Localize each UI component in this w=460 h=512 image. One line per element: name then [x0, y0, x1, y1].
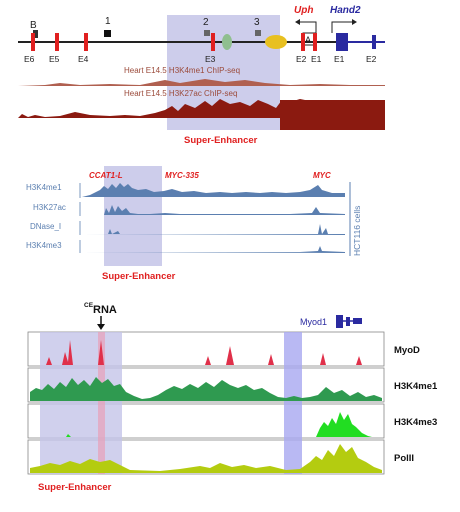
- track-h3k4me1-c: [30, 377, 382, 401]
- cerna-label-main: RNA: [93, 304, 117, 316]
- track-h3k4me1-heart: [18, 79, 385, 86]
- promoter-highlight: [284, 332, 302, 474]
- track-h3k27ac-heart-block: [280, 100, 385, 130]
- element-label-e6: E6: [24, 54, 35, 64]
- track-label-h3k4me3-c: H3K4me3: [394, 417, 437, 428]
- track-dnase-b: [82, 224, 345, 235]
- element-e6: [31, 33, 35, 51]
- gene-label-hand2: Hand2: [330, 5, 361, 16]
- cerna-arrow-icon: [97, 324, 105, 330]
- panel-a: B 1 2 3 A E6 E5 E4 E3 E2 E1 E1 E2 Uph H: [18, 5, 385, 146]
- element-e4: [84, 33, 88, 51]
- element-label-e5: E5: [49, 54, 60, 64]
- gene-label-uph: Uph: [294, 5, 313, 16]
- green-oval: [222, 34, 232, 50]
- marker-label-a: A: [305, 35, 311, 45]
- label-myc-335: MYC-335: [165, 171, 199, 180]
- track-label-polii: PolII: [394, 453, 414, 464]
- myod1-exon1: [336, 315, 343, 328]
- marker-label-1: 1: [105, 16, 111, 27]
- element-e2-uph: [301, 33, 305, 51]
- track-label-myod: MyoD: [394, 345, 420, 356]
- marker-label-b: B: [30, 20, 37, 31]
- track-label-h3k27ac-heart: Heart E14.5 H3K27ac ChIP-seq: [124, 89, 237, 98]
- super-enhancer-label-b: Super-Enhancer: [102, 271, 176, 282]
- cell-line-label: HCT116 cells: [352, 206, 362, 256]
- track-h3k4me3-c: [66, 412, 372, 437]
- element-label-e3: E3: [205, 54, 216, 64]
- marker-label-2: 2: [203, 17, 209, 28]
- track-label-h3k4me1-heart: Heart E14.5 H3K4me1 ChIP-seq: [124, 66, 240, 75]
- super-enhancer-region-c: [40, 332, 122, 474]
- track-label-h3k4me3-b: H3K4me3: [26, 241, 62, 250]
- label-ccat1: CCAT1-L: [89, 171, 123, 180]
- panel-b: CCAT1-L MYC-335 MYC H3K4me1 H3K27ac DNas…: [26, 166, 362, 282]
- element-label-e1: E1: [311, 54, 322, 64]
- hand2-exon1: [336, 33, 348, 51]
- track-label-h3k4me1-c: H3K4me1: [394, 381, 438, 392]
- track-label-h3k27ac-b: H3K27ac: [33, 203, 66, 212]
- cerna-label-sup: CE: [84, 302, 94, 309]
- super-enhancer-region-b: [104, 166, 162, 266]
- myod1-exon3: [353, 318, 362, 324]
- marker-3: [255, 30, 261, 36]
- uph-arrow-icon: [300, 21, 317, 33]
- cerna-highlight: [98, 332, 105, 474]
- track-h3k4me3-b: [82, 246, 345, 253]
- track-polii: [30, 444, 382, 473]
- yellow-oval: [265, 35, 287, 49]
- label-myc: MYC: [313, 171, 331, 180]
- marker-1: [104, 30, 111, 37]
- track-label-dnase-b: DNase_I: [30, 222, 61, 231]
- hand2-arrowhead-icon: [352, 19, 357, 25]
- panel-c: CE RNA Myod1 MyoD H3K4me1 H3K4me3 PolII …: [27, 302, 438, 493]
- element-label-hand2-e2: E2: [366, 54, 377, 64]
- element-label-hand2-e1: E1: [334, 54, 345, 64]
- super-enhancer-label-c: Super-Enhancer: [38, 482, 112, 493]
- track-h3k4me1-b: [82, 183, 345, 197]
- hand2-arrow-icon: [331, 21, 352, 33]
- element-label-e4: E4: [78, 54, 89, 64]
- uph-arrowhead-icon: [295, 19, 300, 25]
- marker-2: [204, 30, 210, 36]
- element-e3: [211, 33, 215, 51]
- track-label-h3k4me1-b: H3K4me1: [26, 183, 62, 192]
- super-enhancer-label-a: Super-Enhancer: [184, 135, 258, 146]
- element-e1-uph: [313, 33, 317, 51]
- marker-label-3: 3: [254, 17, 260, 28]
- element-e5: [55, 33, 59, 51]
- gene-label-myod1: Myod1: [300, 317, 327, 327]
- track-myod: [30, 340, 382, 365]
- track-h3k27ac-b: [82, 205, 345, 215]
- marker-b: [33, 30, 38, 38]
- element-label-e2: E2: [296, 54, 307, 64]
